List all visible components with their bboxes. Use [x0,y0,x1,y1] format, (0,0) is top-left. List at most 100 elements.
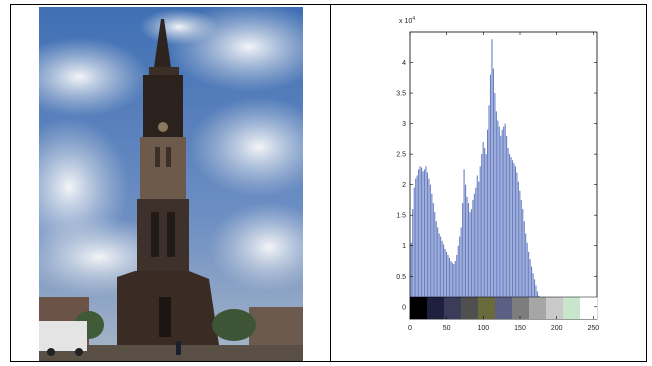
histogram-bar [520,199,522,307]
histogram-bar [418,169,420,307]
histogram-bar [413,187,415,307]
ground [39,345,303,361]
histogram-bar [426,172,428,307]
color-strip-segment [410,297,428,319]
histogram-bar [434,212,436,307]
histogram-bar [415,178,417,307]
histogram-bar [444,248,446,307]
histogram-bar [484,148,486,307]
histogram-bar [531,266,533,307]
histogram-bar [507,148,509,307]
y-tick-label: 1.5 [396,213,406,220]
histogram-bar [522,209,524,307]
church-tower [117,19,219,345]
church-photo [39,7,303,361]
histogram-bar [532,273,534,307]
color-strip-segment [546,297,564,319]
histogram-bar [487,129,489,307]
y-tick-label: 2.5 [396,152,406,159]
y-axis-ticks: 0 0.5 1 1.5 2 2.5 3 3.5 4 [396,60,597,311]
histogram-bar [451,262,453,307]
histogram-bar [478,181,480,307]
van [39,321,87,351]
histogram-bar [517,181,519,307]
x-tick-label: 100 [477,325,489,332]
histogram-bar [443,244,445,307]
histogram-bar [445,251,448,307]
histogram-bar [429,184,431,307]
histogram-bar [497,120,499,307]
histogram-bar [503,126,505,307]
histogram-bar [448,257,450,307]
figure-frame: x 104 0 0.5 1 1.5 2 2.5 3 3.5 4 0 50 100 150 200 250 [10,4,647,362]
color-strip-segment [495,297,513,319]
histogram-bars [410,39,550,307]
histogram-bar [431,193,433,307]
histogram-bar [460,227,462,307]
histogram-bar [476,175,478,307]
histogram-bar [432,202,434,307]
histogram-bar [419,166,421,307]
color-strip [410,296,598,319]
histogram-bar [494,93,496,307]
panel-divider [330,5,331,361]
histogram-bar [472,199,474,307]
x-tick-label: 250 [587,325,599,332]
histogram-bar [421,167,423,307]
color-strip-segment [580,297,598,319]
histogram-bar [469,212,471,307]
histogram-bar [492,68,494,307]
histogram-bar [482,141,484,307]
church-photo-image [39,7,303,361]
y-tick-label: 3 [402,121,406,128]
y-tick-label: 0.5 [396,274,406,281]
histogram-bar [529,259,531,307]
histogram-bar [533,279,536,307]
histogram-bar [511,160,514,307]
histogram-bar [410,242,412,307]
histogram-bar [454,260,456,307]
histogram-bar [495,111,497,307]
histogram-bar [535,285,537,307]
histogram-bar [453,264,455,307]
histogram-bar [447,254,449,307]
y-tick-label: 2 [402,182,406,189]
histogram-bar [425,166,427,307]
histogram-bar [498,126,500,307]
histogram-bar [488,105,490,307]
histogram-bar [428,178,430,307]
histogram-bar [456,254,458,307]
y-tick-label: 0 [402,304,406,311]
histogram-bar [501,129,503,307]
histogram-bar [473,193,475,307]
x-tick-label: 150 [514,325,526,332]
photo-panel [11,5,330,361]
histogram-bar [462,202,464,307]
histogram-bar [509,154,511,307]
histogram-bar [525,233,527,307]
histogram-bar [466,196,468,307]
histogram-bar [423,169,426,307]
histogram-chart: x 104 0 0.5 1 1.5 2 2.5 3 3.5 4 0 50 100 150 200 250 [396,16,599,332]
histogram-bar [416,175,418,307]
histogram-panel: x 104 0 0.5 1 1.5 2 2.5 3 3.5 4 0 50 100 150 200 250 [331,5,647,361]
histogram-bar [479,166,481,307]
y-scale-label: x 104 [399,16,415,25]
color-strip-segment [427,297,445,319]
histogram-bar [510,157,512,307]
histogram-bar [489,74,492,307]
histogram-bar [526,242,528,307]
histogram-bar [485,154,487,307]
color-strip-segment [444,297,462,319]
histogram-bar [519,190,521,307]
histogram-bar [516,172,518,307]
histogram-bar [463,169,465,307]
histogram-bar [435,221,437,307]
histogram-bar [467,202,470,307]
histogram-bar [459,236,461,307]
color-strip-segment [512,297,530,319]
histogram-bar [437,227,439,307]
histogram-bar [523,221,525,307]
color-strip-segment [478,297,496,319]
histogram-bar [440,236,442,307]
